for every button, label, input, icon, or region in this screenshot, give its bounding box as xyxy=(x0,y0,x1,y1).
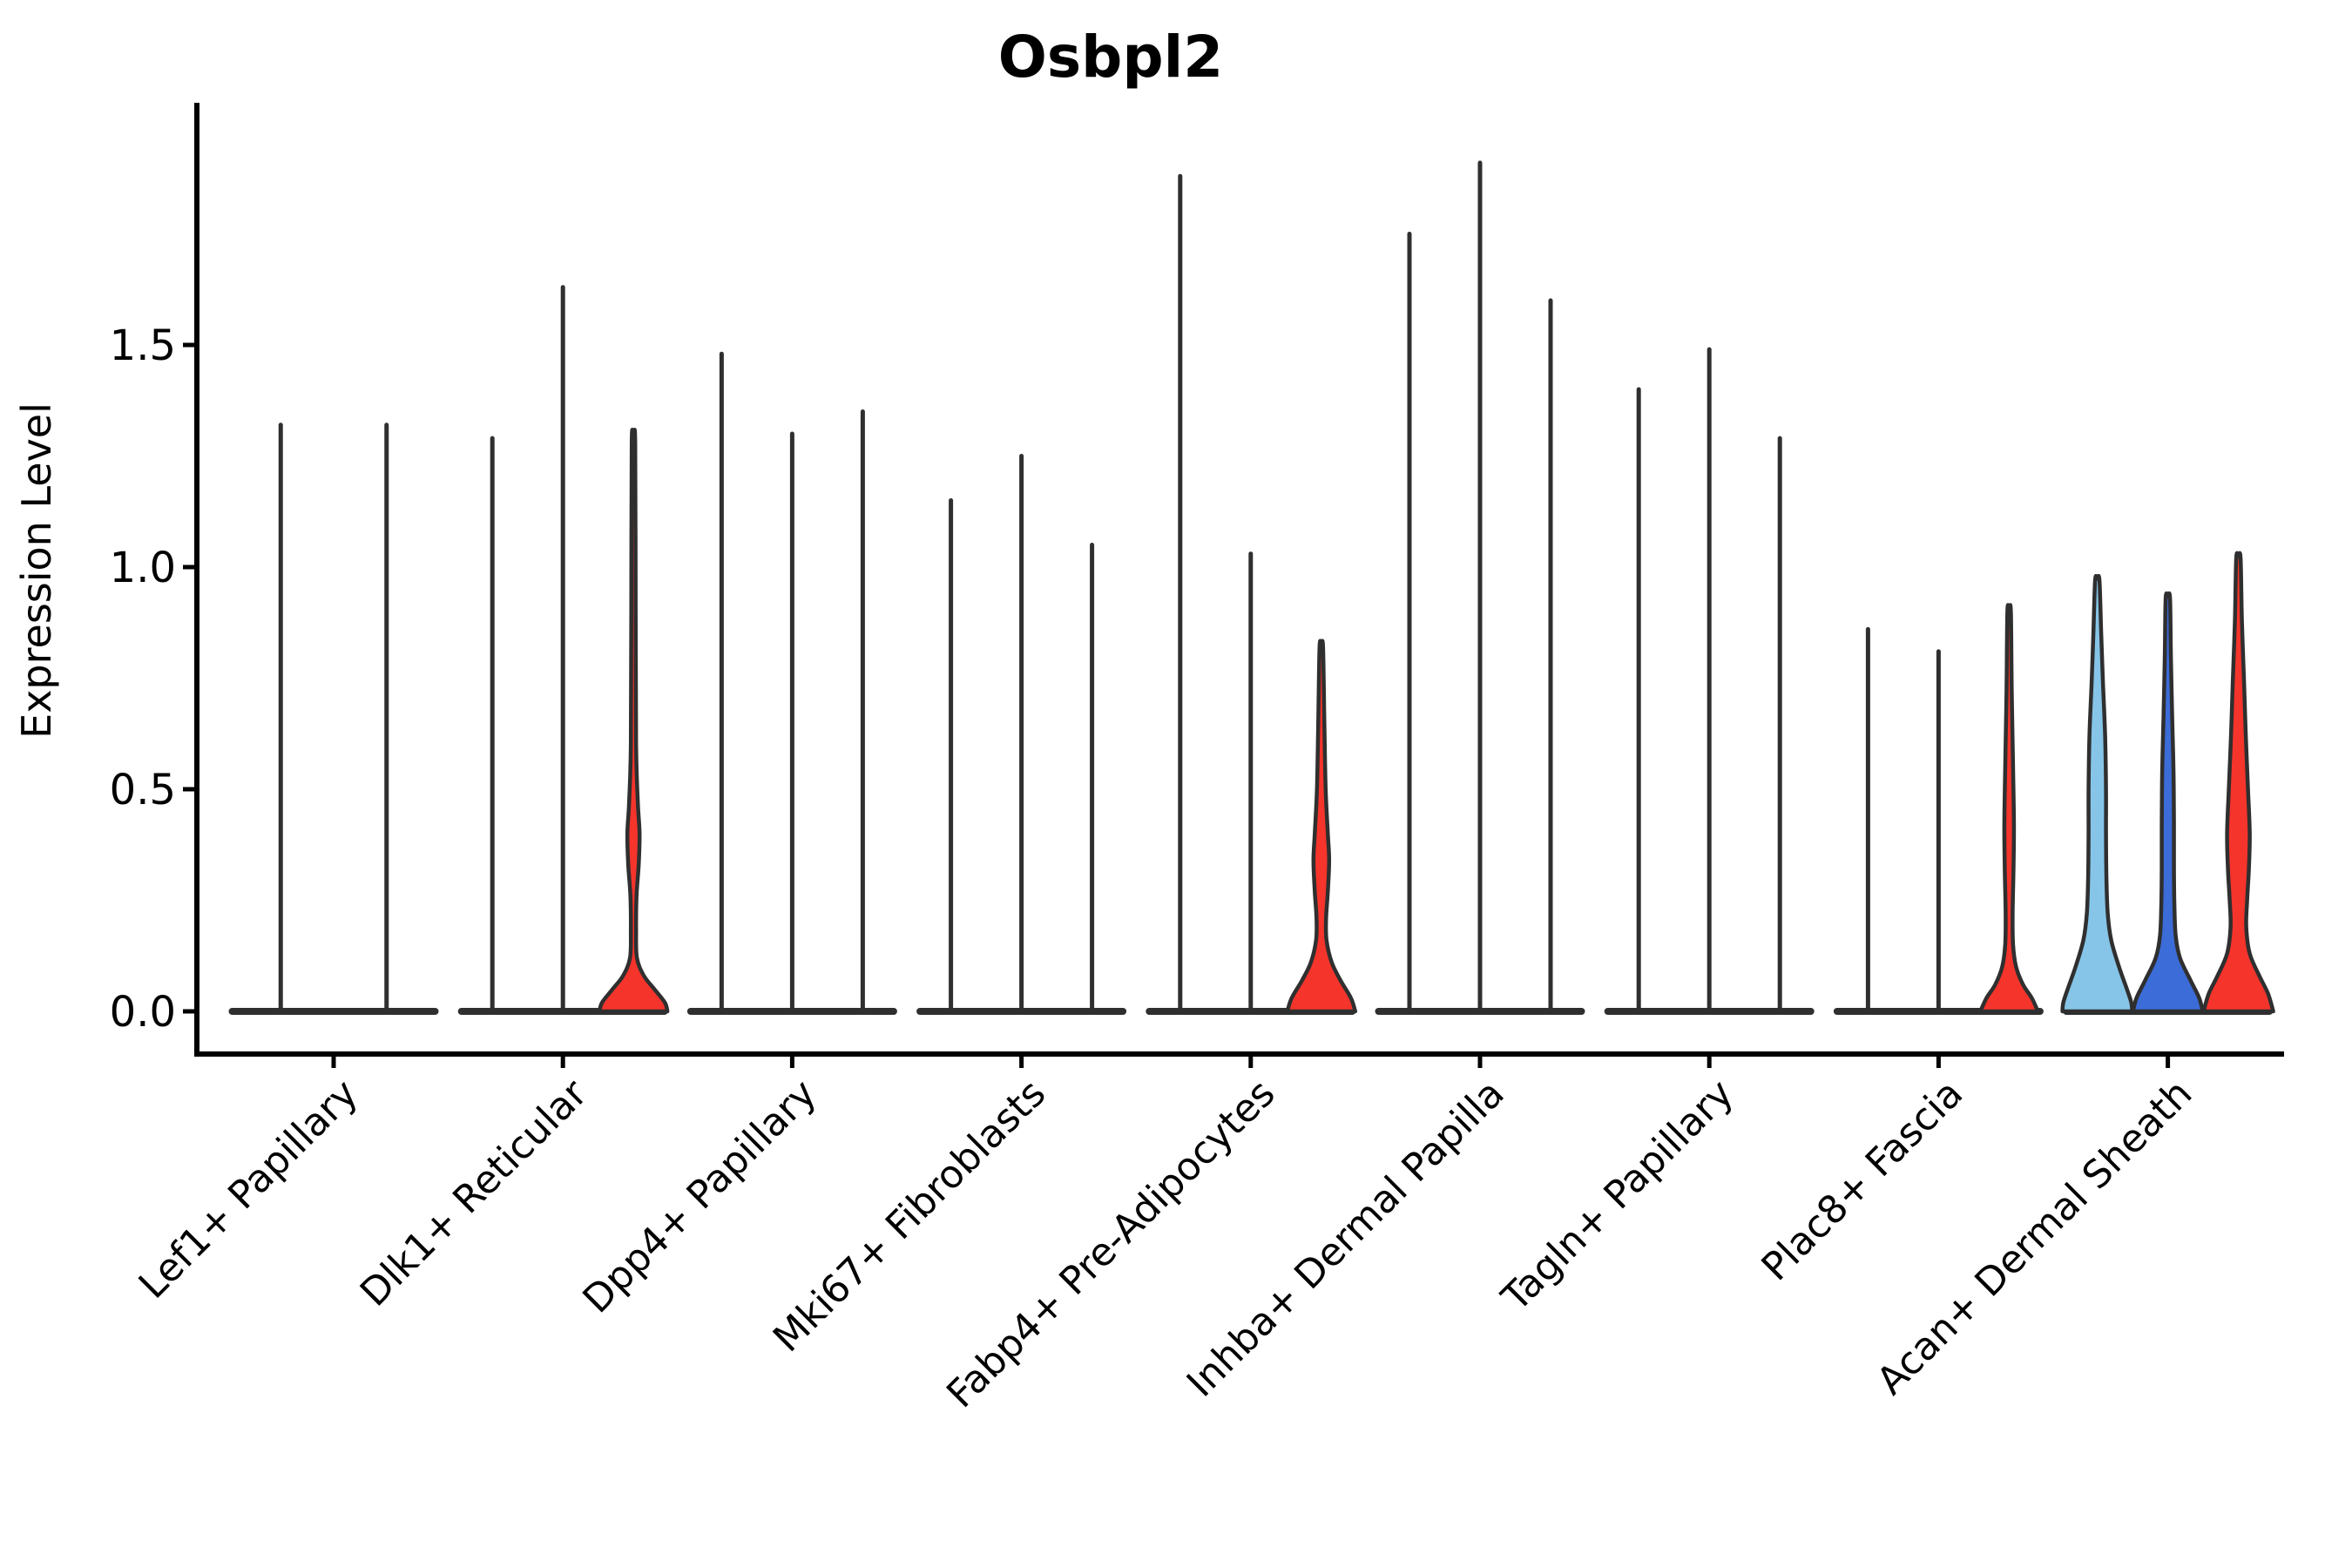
y-tick-label: 1.5 xyxy=(110,321,176,370)
violin-filled xyxy=(597,428,670,1014)
x-tick-label: Dpp4+ Papillary xyxy=(575,1071,826,1322)
violin-filled xyxy=(1285,639,1358,1014)
y-tick-label: 0.0 xyxy=(110,988,176,1037)
y-tick-label: 0.5 xyxy=(110,766,176,814)
violin-filled xyxy=(1978,603,2040,1014)
chart-title: Osbpl2 xyxy=(998,24,1223,91)
x-tick-label: Dlk1+ Reticular xyxy=(352,1071,597,1315)
x-tick-label: Plac8+ Fascia xyxy=(1754,1071,1972,1290)
violin-filled xyxy=(2201,551,2275,1014)
violin-filled xyxy=(2060,573,2134,1014)
violin-filled xyxy=(2131,591,2205,1014)
y-axis-label: Expression Level xyxy=(13,402,60,739)
y-tick-label: 1.0 xyxy=(110,544,176,592)
x-tick-label: Tagln+ Papillary xyxy=(1493,1071,1742,1321)
x-tick-label: Lef1+ Papillary xyxy=(131,1071,367,1308)
